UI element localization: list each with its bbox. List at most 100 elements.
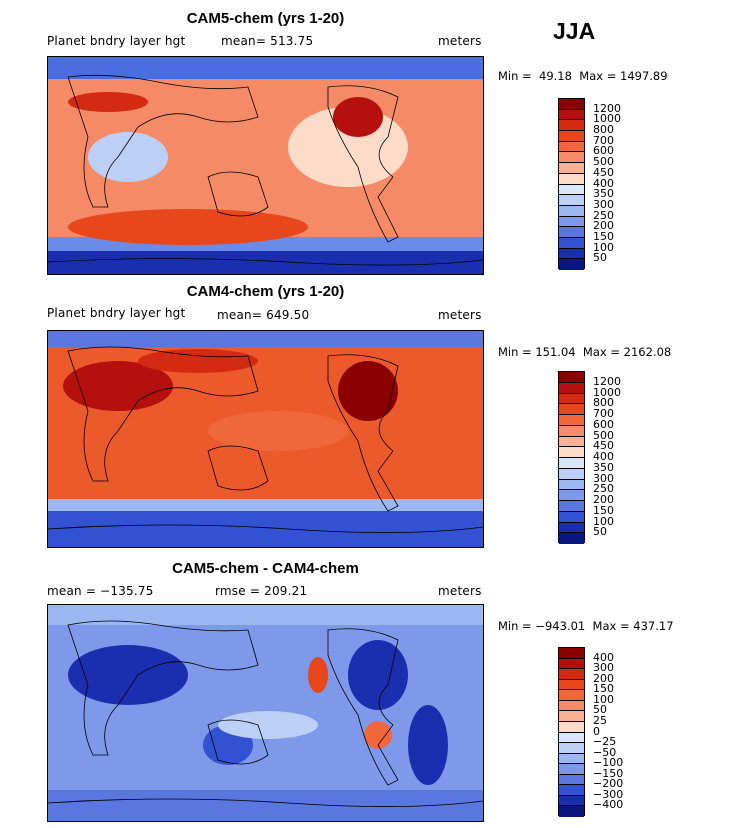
colorbar-level-label: 50 xyxy=(593,703,607,717)
colorbar-level-label: 300 xyxy=(593,197,614,211)
colorbar-swatch xyxy=(559,436,584,448)
panel-1-max-value: 1497.89 xyxy=(620,69,668,83)
panel-2-map-image xyxy=(48,331,483,547)
colorbar-swatch xyxy=(559,533,584,544)
panel-1-map-image xyxy=(48,57,483,274)
colorbar-level-label: −400 xyxy=(593,798,624,812)
colorbar-level-label: −200 xyxy=(593,777,624,791)
panel-3-min-label: Min = xyxy=(498,619,532,633)
colorbar-swatch xyxy=(559,690,584,701)
panel-1-min-max: Min = 49.18 Max = 1497.89 xyxy=(498,69,668,83)
colorbar-swatch xyxy=(559,468,584,480)
colorbar-level-label: 50 xyxy=(593,251,607,265)
colorbar-level-label: −100 xyxy=(593,756,624,770)
colorbar-level-label: 400 xyxy=(593,650,614,664)
colorbar-swatch xyxy=(559,490,584,501)
panel-2-title: CAM4-chem (yrs 1-20) xyxy=(186,283,345,300)
colorbar-swatch xyxy=(559,743,584,754)
colorbar-level-label: 0 xyxy=(593,724,600,738)
colorbar-level-label: 700 xyxy=(593,133,614,147)
season-label: JJA xyxy=(553,18,596,44)
panel-1-min-label: Min = xyxy=(498,69,532,83)
colorbar-swatch xyxy=(559,372,584,383)
colorbar-level-label: 1000 xyxy=(593,385,621,399)
colorbar-swatch xyxy=(559,425,584,437)
colorbar-level-label: −25 xyxy=(593,735,617,749)
panel-1-map xyxy=(47,56,484,275)
panel-3-colorbar xyxy=(558,647,585,817)
panel-3-map-image xyxy=(48,605,483,821)
colorbar-swatch xyxy=(559,109,584,121)
colorbar-level-label: 700 xyxy=(593,407,614,420)
panel-1-colorbar xyxy=(558,98,585,270)
panel-3-min-value: −943.01 xyxy=(535,619,586,633)
panel-2-max-label: Max = xyxy=(582,345,620,359)
colorbar-level-label: 450 xyxy=(593,439,614,453)
colorbar-swatch xyxy=(559,753,584,765)
colorbar-swatch xyxy=(559,764,584,775)
colorbar-swatch xyxy=(559,721,584,733)
panel-1-mean-value: 513.75 xyxy=(270,34,314,48)
colorbar-level-label: 250 xyxy=(593,208,614,222)
panel-2-mean-stat: mean= 649.50 xyxy=(217,308,309,322)
colorbar-swatch xyxy=(559,259,584,270)
colorbar-swatch xyxy=(559,501,584,512)
panel-2-map xyxy=(47,330,484,548)
colorbar-level-label: 200 xyxy=(593,671,614,685)
colorbar-swatch xyxy=(559,732,584,744)
panel-3-rmse-label: rmse = xyxy=(215,584,261,598)
panel-1-variable-label: Planet bndry layer hgt xyxy=(47,34,186,48)
colorbar-level-label: 350 xyxy=(593,187,614,201)
panel-2-min-max: Min = 151.04 Max = 2162.08 xyxy=(498,345,671,359)
panel-3-rmse-stat: rmse = 209.21 xyxy=(215,584,307,598)
colorbar-level-label: 400 xyxy=(593,176,614,190)
colorbar-swatch xyxy=(559,382,584,394)
panel-2-mean-value: 649.50 xyxy=(266,308,310,322)
panel-2-colorbar xyxy=(558,371,585,544)
colorbar-swatch xyxy=(559,648,584,659)
colorbar-swatch xyxy=(559,669,584,680)
colorbar-swatch xyxy=(559,511,584,523)
panel-1-mean-label: mean= xyxy=(221,34,267,48)
colorbar-swatch xyxy=(559,248,584,260)
colorbar-level-label: 800 xyxy=(593,123,614,137)
colorbar-level-label: 25 xyxy=(593,713,607,727)
panel-2-units: meters xyxy=(438,308,482,322)
colorbar-swatch xyxy=(559,131,584,142)
colorbar-level-label: 600 xyxy=(593,417,614,431)
colorbar-level-label: 300 xyxy=(593,661,614,675)
colorbar-swatch xyxy=(559,205,584,217)
colorbar-level-label: 200 xyxy=(593,493,614,506)
colorbar-level-label: −150 xyxy=(593,766,624,780)
colorbar-level-label: 150 xyxy=(593,229,614,243)
colorbar-level-label: 150 xyxy=(593,503,614,517)
panel-3-units: meters xyxy=(438,584,482,598)
colorbar-swatch xyxy=(559,404,584,415)
panel-2-max-value: 2162.08 xyxy=(623,345,672,359)
colorbar-swatch xyxy=(559,711,584,722)
panel-2-mean-label: mean= xyxy=(217,308,263,322)
colorbar-swatch xyxy=(559,806,584,817)
colorbar-level-label: 800 xyxy=(593,396,614,410)
colorbar-swatch xyxy=(559,415,584,426)
panel-1-mean-stat: mean= 513.75 xyxy=(221,34,313,48)
panel-2-variable-label: Planet bndry layer hgt xyxy=(47,306,186,320)
colorbar-swatch xyxy=(559,120,584,132)
colorbar-level-label: 500 xyxy=(593,428,614,442)
colorbar-swatch xyxy=(559,195,584,206)
colorbar-swatch xyxy=(559,479,584,491)
colorbar-level-label: 250 xyxy=(593,482,614,496)
panel-3-rmse-value: 209.21 xyxy=(264,584,308,598)
colorbar-swatch xyxy=(559,679,584,691)
panel-1-title: CAM5-chem (yrs 1-20) xyxy=(186,10,345,27)
colorbar-level-label: 50 xyxy=(593,525,607,539)
colorbar-swatch xyxy=(559,216,584,228)
colorbar-level-label: 350 xyxy=(593,460,614,474)
colorbar-swatch xyxy=(559,700,584,712)
colorbar-level-label: 100 xyxy=(593,514,614,528)
panel-2-min-label: Min = xyxy=(498,345,532,359)
colorbar-level-label: 300 xyxy=(593,471,614,485)
panel-1-units: meters xyxy=(438,34,482,48)
colorbar-level-label: 1200 xyxy=(593,374,621,388)
colorbar-swatch xyxy=(559,522,584,534)
